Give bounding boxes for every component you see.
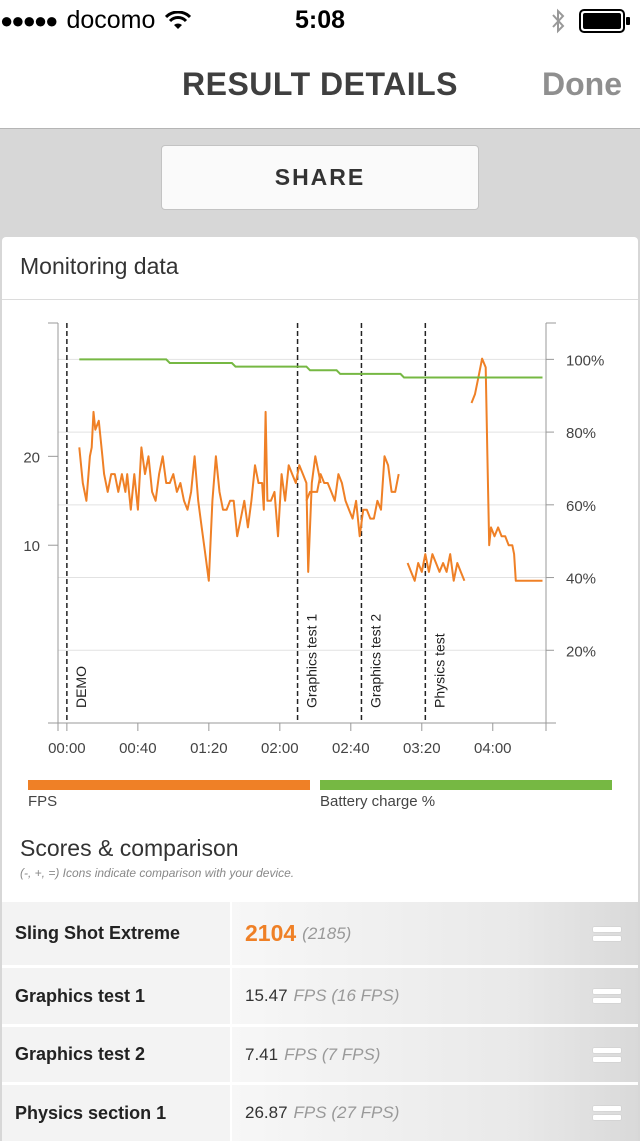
scores-title: Scores & comparison	[20, 835, 239, 861]
score-value: 26.87	[245, 1103, 288, 1122]
battery-legend-swatch	[320, 780, 612, 790]
phase-marker-label: DEMO	[73, 666, 89, 708]
score-unit: FPS (7 FPS)	[284, 1044, 381, 1064]
divider	[2, 299, 638, 300]
score-row-value: 2104 (2185)	[232, 902, 638, 965]
score-row[interactable]: Graphics test 1 15.47 FPS (16 FPS)	[2, 968, 638, 1024]
score-row-value: 15.47 FPS (16 FPS)	[232, 968, 638, 1024]
score-row-name: Physics section 1	[2, 1085, 230, 1141]
score-row-value: 7.41 FPS (7 FPS)	[232, 1027, 638, 1082]
fps-series-line	[406, 553, 466, 582]
fps-series-line	[470, 357, 543, 582]
phase-marker-label: Physics test	[431, 633, 447, 708]
y-left-tick-label: 10	[23, 538, 40, 555]
score-previous: (2185)	[302, 923, 352, 943]
y-right-tick-label: 20%	[566, 643, 596, 660]
x-tick-label: 00:40	[119, 740, 157, 757]
done-button[interactable]: Done	[542, 66, 622, 102]
score-value: 15.47	[245, 986, 288, 1005]
x-tick-label: 02:40	[332, 740, 370, 757]
fps-series-line	[305, 455, 400, 538]
equal-icon	[593, 1046, 621, 1064]
score-row-name: Graphics test 2	[2, 1027, 230, 1082]
score-row-name: Graphics test 1	[2, 968, 230, 1024]
y-right-tick-label: 60%	[566, 498, 596, 515]
wifi-icon	[165, 10, 192, 29]
phase-marker-label: Graphics test 2	[367, 614, 383, 708]
signal-icon: ●●●●●	[0, 7, 58, 33]
score-unit: FPS (16 FPS)	[293, 986, 400, 1005]
status-bar: ●●●●● docomo 5:08	[0, 0, 640, 42]
carrier-info: ●●●●● docomo	[0, 6, 192, 35]
battery-series-line	[79, 358, 543, 379]
y-right-tick-label: 100%	[566, 352, 604, 369]
score-value: 7.41	[245, 1044, 279, 1064]
scores-subtitle: (-, +, =) Icons indicate comparison with…	[20, 866, 295, 880]
equal-icon	[593, 987, 621, 1005]
x-tick-label: 04:00	[474, 740, 512, 757]
phase-marker-label: Graphics test 1	[304, 614, 320, 708]
score-unit: FPS (27 FPS)	[293, 1103, 400, 1122]
bluetooth-icon	[552, 8, 565, 34]
y-left-tick-label: 20	[23, 449, 40, 466]
page-title: RESULT DETAILS	[181, 66, 459, 102]
carrier-name: docomo	[66, 6, 156, 34]
y-right-tick-label: 40%	[566, 571, 596, 588]
score-value: 2104	[245, 920, 297, 946]
score-row-value: 26.87 FPS (27 FPS)	[232, 1085, 638, 1141]
x-tick-label: 03:20	[403, 740, 441, 757]
x-tick-label: 00:00	[48, 740, 86, 757]
score-row[interactable]: Graphics test 2 7.41 FPS (7 FPS)	[2, 1027, 638, 1082]
fps-series-line	[78, 410, 322, 582]
fps-legend-swatch	[28, 780, 310, 790]
monitoring-chart: 20% 40% 60% 80% 100% 10 20 00:00 00:40 01:20 02:00…	[23, 322, 604, 757]
battery-icon	[579, 9, 630, 33]
score-row[interactable]: Physics section 1 26.87 FPS (27 FPS)	[2, 1085, 638, 1141]
status-time: 5:08	[294, 6, 346, 34]
score-row[interactable]: Sling Shot Extreme 2104 (2185)	[2, 902, 638, 965]
nav-bar: RESULT DETAILS Done	[0, 42, 640, 129]
battery-legend-label: Battery charge %	[320, 793, 436, 810]
score-row-name: Sling Shot Extreme	[2, 902, 230, 965]
equal-icon	[593, 1104, 621, 1122]
x-tick-label: 01:20	[190, 740, 228, 757]
monitoring-title: Monitoring data	[20, 253, 179, 279]
fps-legend-label: FPS	[28, 793, 58, 810]
share-button[interactable]: SHARE	[161, 145, 479, 210]
equal-icon	[593, 925, 621, 943]
x-tick-label: 02:00	[261, 740, 299, 757]
y-right-tick-label: 80%	[566, 425, 596, 442]
